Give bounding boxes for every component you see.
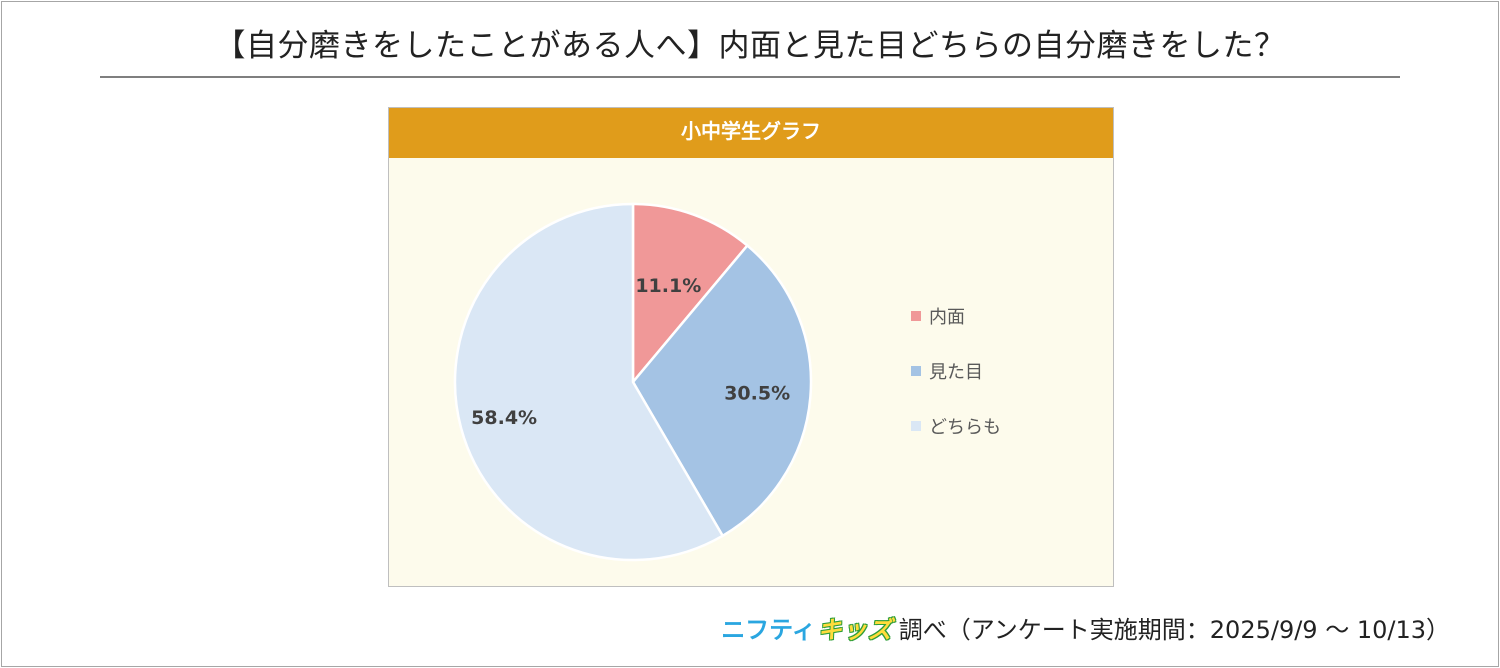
page-title: 【自分磨きをしたことがある人へ】内面と見た目どちらの自分磨きをした？ [214, 28, 1286, 64]
chart-legend: 内面 見た目 どちらも [911, 288, 1001, 453]
legend-swatch-both [911, 420, 921, 431]
legend-item-both: どちらも [911, 398, 1001, 453]
chart-panel: 小中学生グラフ 11.1% 30.5% 58.4% 内面 見た目 どちらも [388, 107, 1114, 587]
chart-header: 小中学生グラフ [389, 108, 1113, 158]
legend-item-inner: 内面 [911, 288, 1001, 343]
brand-logo-part2: キッズ [817, 615, 893, 645]
legend-label-inner: 内面 [929, 306, 965, 328]
pie-label-both: 58.4% [471, 407, 537, 429]
source-note: ニフティキッズ 調べ（アンケート実施期間：2025/9/9 ～ 10/13） [721, 610, 1450, 645]
legend-item-appearance: 見た目 [911, 343, 1001, 398]
pie-chart: 11.1% 30.5% 58.4% [453, 202, 813, 562]
brand-logo-part1: ニフティ [721, 616, 816, 644]
pie-slice-inner [631, 202, 750, 386]
legend-swatch-inner [911, 310, 921, 321]
pie-label-inner: 11.1% [635, 275, 701, 297]
legend-label-both: どちらも [929, 416, 1001, 438]
legend-label-appearance: 見た目 [929, 361, 983, 383]
title-divider [100, 76, 1400, 78]
pie-slice-appearance [631, 243, 813, 538]
pie-slice-both [453, 202, 725, 562]
pie-label-appearance: 30.5% [724, 383, 790, 405]
legend-swatch-appearance [911, 365, 921, 376]
source-text: 調べ（アンケート実施期間：2025/9/9 ～ 10/13） [898, 616, 1450, 644]
